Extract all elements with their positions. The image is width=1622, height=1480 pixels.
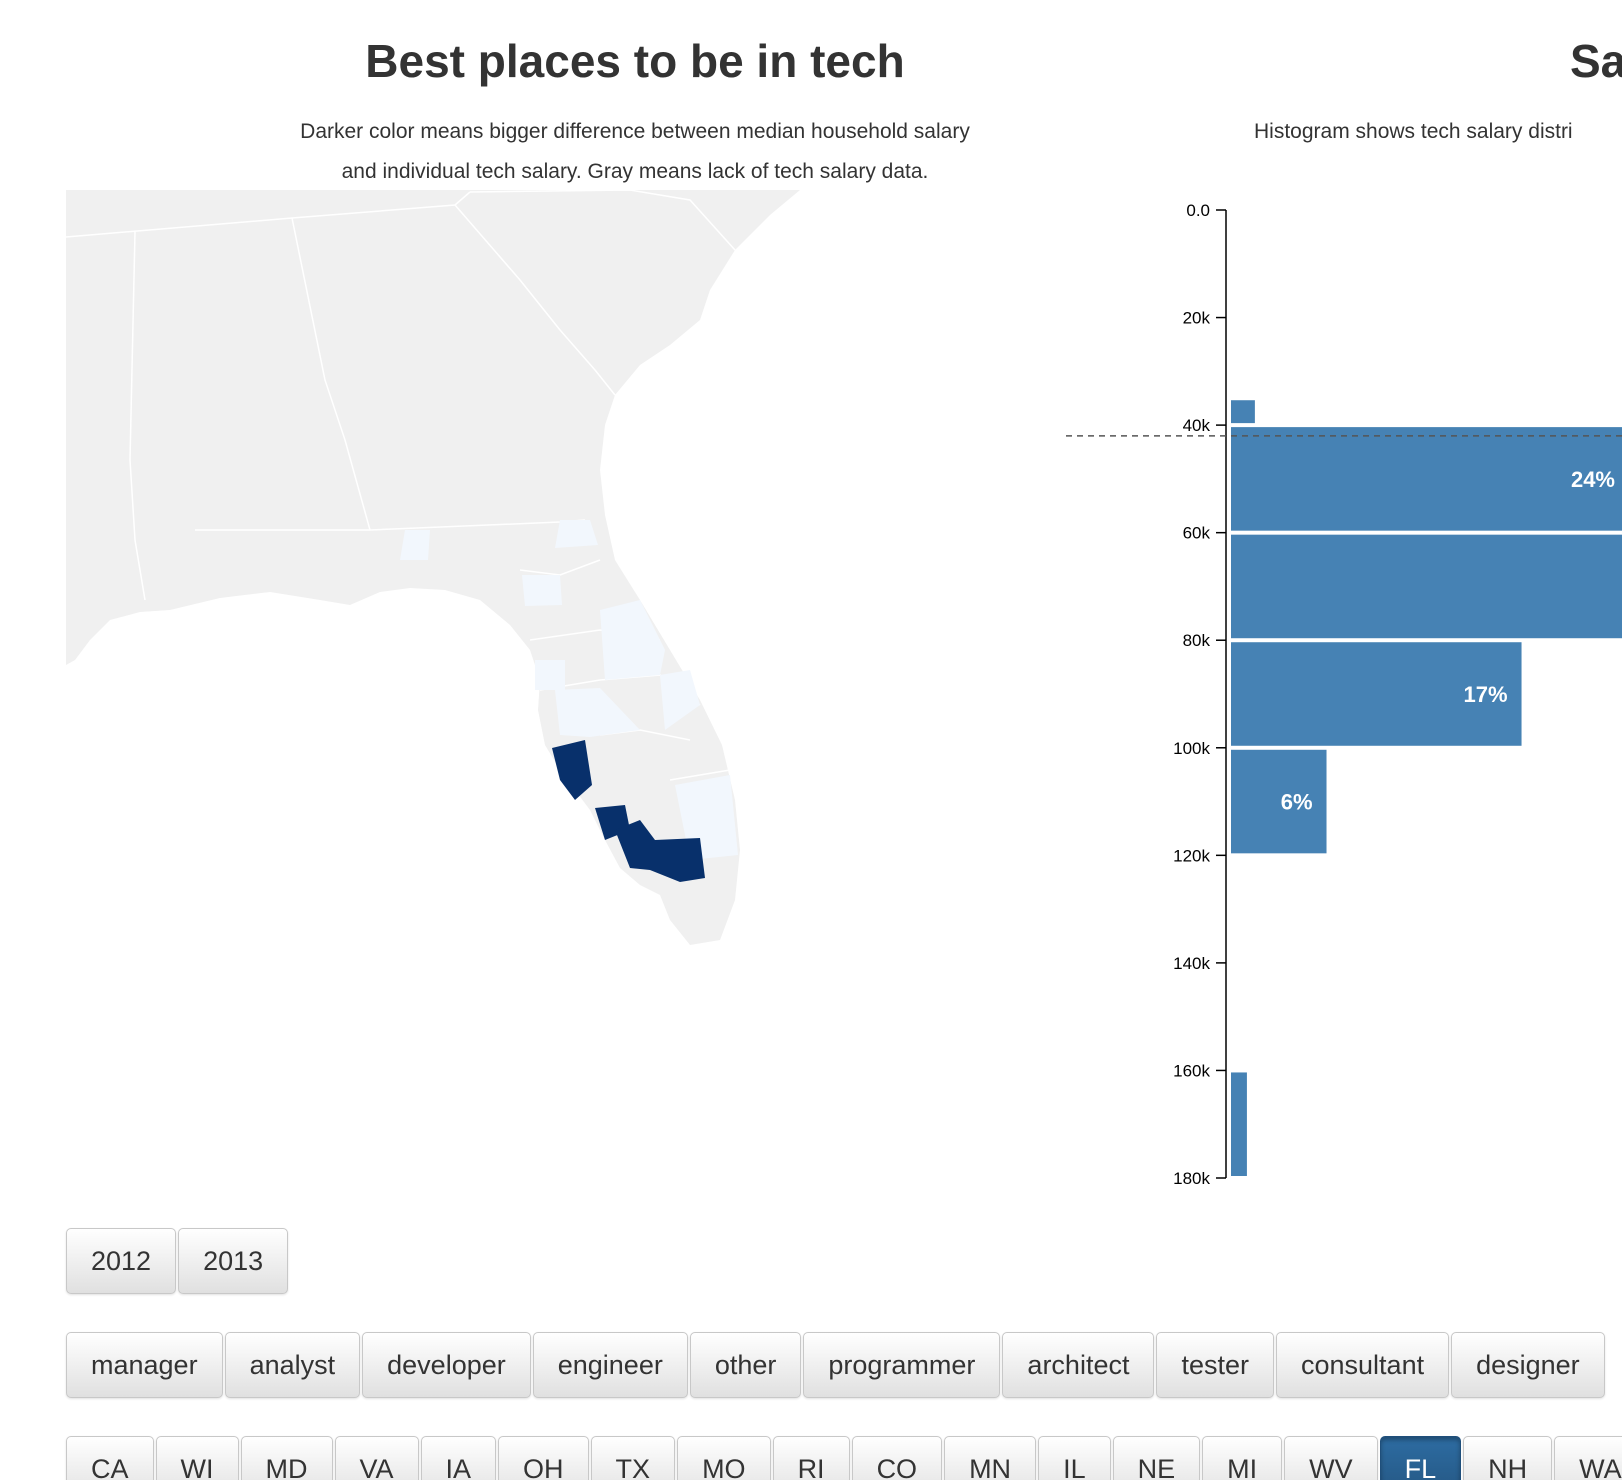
county-light-1[interactable]: [400, 530, 430, 560]
state-button-ne[interactable]: NE: [1112, 1436, 1201, 1480]
state-button-nh[interactable]: NH: [1463, 1436, 1553, 1480]
axis-tick-label: 120k: [1173, 846, 1210, 865]
year-button-2013[interactable]: 2013: [178, 1228, 289, 1294]
state-button-mi[interactable]: MI: [1202, 1436, 1283, 1480]
state-button-md[interactable]: MD: [240, 1436, 333, 1480]
histogram-title: Sa: [1570, 35, 1622, 87]
state-button-wa[interactable]: WA: [1554, 1436, 1622, 1480]
county-light-5[interactable]: [660, 670, 700, 730]
map-description-line2: and individual tech salary. Gray means l…: [341, 160, 929, 183]
state-filter-row: CA WI MD VA IA OH TX MO RI CO MN IL NE MI WV FL NH WA: [66, 1436, 1622, 1480]
map-title: Best places to be in tech: [365, 35, 905, 87]
axis-tick-label: 40k: [1183, 416, 1211, 435]
county-light-3[interactable]: [522, 575, 562, 606]
histogram-bar[interactable]: [1231, 749, 1327, 854]
map-description: Darker color means bigger difference bet…: [190, 112, 1080, 192]
job-button-engineer[interactable]: engineer: [532, 1332, 688, 1398]
state-button-fl[interactable]: FL: [1379, 1436, 1462, 1480]
histogram-bar[interactable]: [1231, 534, 1622, 639]
job-button-manager[interactable]: manager: [66, 1332, 223, 1398]
al-ga-border: [291, 217, 371, 531]
map-description-line1: Darker color means bigger difference bet…: [300, 120, 970, 143]
counties-with-data: [400, 520, 738, 882]
histogram-bar-label: 17%: [1463, 682, 1507, 707]
ga-sc-border: [454, 204, 616, 396]
state-button-va[interactable]: VA: [334, 1436, 419, 1480]
land-mass: [66, 190, 800, 945]
job-button-programmer[interactable]: programmer: [803, 1332, 1001, 1398]
job-button-analyst[interactable]: analyst: [224, 1332, 361, 1398]
map-land: [66, 190, 800, 945]
state-button-mo[interactable]: MO: [677, 1436, 771, 1480]
histogram-bar-label: 6%: [1281, 790, 1313, 815]
state-button-ri[interactable]: RI: [772, 1436, 850, 1480]
histogram-bar[interactable]: [1231, 1072, 1247, 1176]
axis-tick-label: 80k: [1183, 631, 1211, 650]
state-button-mn[interactable]: MN: [944, 1436, 1037, 1480]
nc-sc-border: [469, 189, 736, 251]
county-light-7[interactable]: [555, 688, 640, 737]
county-dark-3[interactable]: [615, 820, 705, 882]
axis-tick-label: 180k: [1173, 1169, 1210, 1188]
histogram-y-axis: 0.0 20k 40k 60k 80k 100k 120k 140k 160k 180k: [1173, 201, 1227, 1188]
job-button-architect[interactable]: architect: [1002, 1332, 1155, 1398]
histogram-bars: 24% 17% 6%: [1231, 400, 1622, 1176]
axis-tick-label: 140k: [1173, 954, 1210, 973]
county-dark-1[interactable]: [552, 740, 592, 800]
county-light-6[interactable]: [535, 660, 565, 690]
ms-al-border: [129, 231, 146, 601]
job-button-developer[interactable]: developer: [362, 1332, 531, 1398]
job-button-other[interactable]: other: [689, 1332, 802, 1398]
job-filter-row: manager analyst developer engineer other prog…: [66, 1332, 1607, 1398]
salary-histogram: 0.0 20k 40k 60k 80k 100k 120k 140k 160k 180k 24% 1…: [1066, 201, 1622, 1188]
year-filter-row: 2012 2013: [66, 1228, 290, 1294]
histogram-bar[interactable]: [1231, 642, 1522, 746]
axis-tick-label: 60k: [1183, 524, 1211, 543]
job-button-consultant[interactable]: consultant: [1276, 1332, 1450, 1398]
state-button-il[interactable]: IL: [1038, 1436, 1111, 1480]
fl-county-line-5: [669, 769, 731, 781]
axis-tick-label: 100k: [1173, 739, 1210, 758]
county-light-2[interactable]: [555, 520, 598, 548]
state-button-ca[interactable]: CA: [66, 1436, 154, 1480]
year-button-2012[interactable]: 2012: [66, 1228, 177, 1294]
tn-border: [65, 191, 471, 238]
job-button-tester[interactable]: tester: [1156, 1332, 1274, 1398]
axis-tick-label: 20k: [1183, 309, 1211, 328]
state-button-ia[interactable]: IA: [420, 1436, 497, 1480]
state-button-wi[interactable]: WI: [155, 1436, 239, 1480]
histogram-bar-label: 24%: [1571, 467, 1615, 492]
state-button-co[interactable]: CO: [851, 1436, 943, 1480]
state-button-wv[interactable]: WV: [1284, 1436, 1378, 1480]
state-button-oh[interactable]: OH: [498, 1436, 589, 1480]
histogram-bar[interactable]: [1231, 427, 1622, 531]
axis-tick-label: 0.0: [1186, 201, 1210, 220]
axis-tick-label: 160k: [1173, 1061, 1210, 1080]
histogram-bar[interactable]: [1231, 400, 1255, 424]
county-light-4[interactable]: [600, 600, 665, 680]
state-button-tx[interactable]: TX: [590, 1436, 676, 1480]
histogram-description: Histogram shows tech salary distri: [1254, 120, 1573, 143]
county-map[interactable]: [0, 0, 1100, 1000]
job-button-designer[interactable]: designer: [1451, 1332, 1605, 1398]
